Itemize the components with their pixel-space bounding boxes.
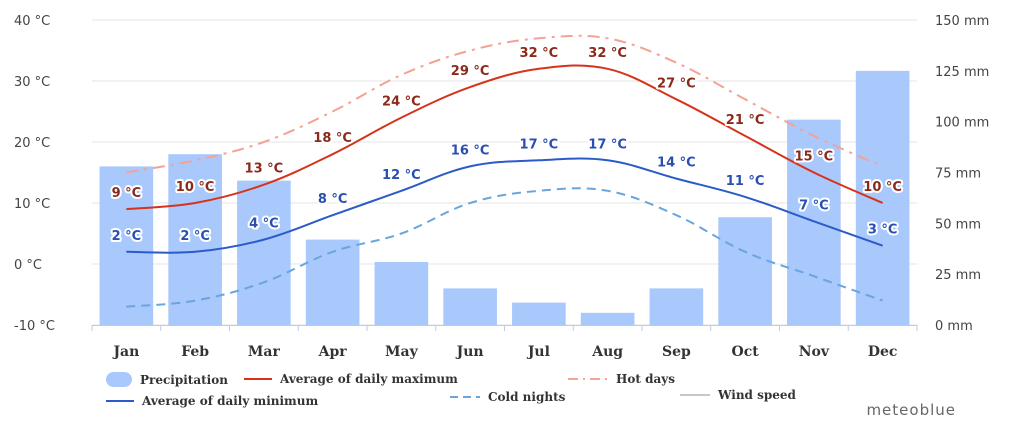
legend-item-wind[interactable]: Wind speed [680,388,796,402]
x-tick-label: May [385,344,419,360]
y-left-tick-label: 30 °C [14,75,50,90]
legend-label-min: Average of daily minimum [142,394,319,408]
y-axis-right: 150 mm 125 mm 100 mm 75 mm 50 mm 25 mm 0 mm [935,14,989,334]
average-of-daily-maximum-data-label: 29 °C [451,64,490,79]
average-of-daily-minimum-data-label: 14 °C [657,156,696,171]
legend-item-min[interactable]: Average of daily minimum [106,394,318,408]
y-left-tick-label: 0 °C [14,258,42,273]
y-right-tick-label: 150 mm [935,14,989,29]
legend-item-max[interactable]: Average of daily maximum [244,372,458,386]
average-of-daily-maximum-data-label: 15 °C [795,150,834,165]
average-of-daily-minimum-data-label: 17 °C [588,137,627,152]
precipitation-bar [649,288,704,325]
wind-line-symbol [680,394,710,396]
min-line-symbol [106,400,134,402]
x-axis: Jan Feb Mar Apr May Jun Jul Aug Sep Oct Nov Dec [91,325,918,360]
average-of-daily-maximum-data-label: 13 °C [245,162,284,177]
average-of-daily-minimum-data-label: 2 °C [180,229,210,244]
x-tick-label: Mar [248,344,281,360]
precipitation-bars [99,70,910,325]
average-of-daily-minimum-data-label: 8 °C [318,192,348,207]
average-of-daily-maximum-data-label: 9 °C [112,186,142,201]
y-right-tick-label: 75 mm [935,167,981,182]
hot-days-line [126,34,884,174]
legend-item-hot[interactable]: Hot days [568,372,675,386]
average-of-daily-maximum-line [126,64,884,211]
x-tick-label: Feb [181,344,209,360]
x-tick-label: Apr [318,344,348,360]
average-of-daily-maximum-data-label: 10 °C [176,180,215,195]
legend-label-cold: Cold nights [488,390,566,404]
precipitation-bar [580,312,635,325]
brand-logo-text: meteoblue [866,401,956,419]
average-of-daily-maximum-data-label: 24 °C [382,95,421,110]
average-of-daily-maximum-data-label: 10 °C [863,180,902,195]
temperature-lines [126,34,884,308]
max-line-symbol [244,378,272,380]
average-of-daily-maximum-data-label: 21 °C [726,113,765,128]
x-tick-label: Nov [799,344,830,360]
average-of-daily-maximum-data-label: 27 °C [657,76,696,91]
y-axis-left: 40 °C 30 °C 20 °C 10 °C 0 °C -10 °C [14,14,55,334]
average-of-daily-minimum-line [126,157,883,254]
climate-chart: 9 °C 10 °C 13 °C 18 °C 24 °C 29 °C 32 °C 32 °C 2… [14,14,989,360]
x-tick-label: Jun [455,344,484,360]
y-right-tick-label: 50 mm [935,217,981,232]
y-right-tick-label: 125 mm [935,65,989,80]
average-of-daily-minimum-data-label: 17 °C [520,137,559,152]
average-of-daily-maximum-data-label: 32 °C [520,46,559,61]
precipitation-swatch [106,372,132,387]
y-left-tick-label: -10 °C [14,319,55,334]
average-of-daily-minimum-data-label: 3 °C [868,223,898,238]
legend-item-precipitation[interactable]: Precipitation [106,372,228,387]
y-left-tick-label: 20 °C [14,136,50,151]
legend-label-max: Average of daily maximum [280,372,458,386]
x-tick-label: Sep [662,344,691,360]
average-of-daily-minimum-data-label: 12 °C [382,168,421,183]
legend-label-precipitation: Precipitation [140,372,228,387]
precipitation-bar [718,217,772,325]
x-tick-label: Dec [868,344,898,360]
average-of-daily-minimum-data-label: 16 °C [451,143,490,158]
precipitation-bar [168,154,222,325]
y-right-tick-label: 100 mm [935,116,989,131]
x-tick-label: Jan [111,344,139,360]
average-of-daily-minimum-data-label: 11 °C [726,174,765,189]
legend-label-hot: Hot days [616,372,675,386]
cold-line-symbol [450,396,480,398]
y-right-tick-label: 0 mm [935,319,973,334]
precipitation-bar [99,166,154,325]
hot-line-symbol [568,378,608,380]
y-left-tick-label: 40 °C [14,14,50,29]
legend-label-wind: Wind speed [718,388,796,402]
precipitation-bar [443,288,497,325]
cold-nights-line [126,187,883,308]
average-of-daily-minimum-data-label: 4 °C [249,217,279,232]
precipitation-bar [237,180,291,325]
y-left-tick-label: 10 °C [14,197,50,212]
x-tick-label: Jul [526,344,550,360]
precipitation-bar [374,261,429,325]
x-tick-label: Aug [591,344,623,360]
y-right-tick-label: 25 mm [935,268,981,283]
data-labels: 9 °C 10 °C 13 °C 18 °C 24 °C 29 °C 32 °C 32 °C 2… [110,44,904,246]
precipitation-bar [305,239,360,325]
precipitation-bar [512,302,566,325]
average-of-daily-maximum-data-label: 32 °C [588,46,627,61]
average-of-daily-minimum-data-label: 2 °C [112,229,142,244]
average-of-daily-maximum-data-label: 18 °C [313,131,352,146]
average-of-daily-minimum-data-label: 7 °C [799,198,829,213]
precipitation-bar [855,70,910,325]
x-tick-label: Oct [732,344,760,360]
legend-item-cold[interactable]: Cold nights [450,390,565,404]
